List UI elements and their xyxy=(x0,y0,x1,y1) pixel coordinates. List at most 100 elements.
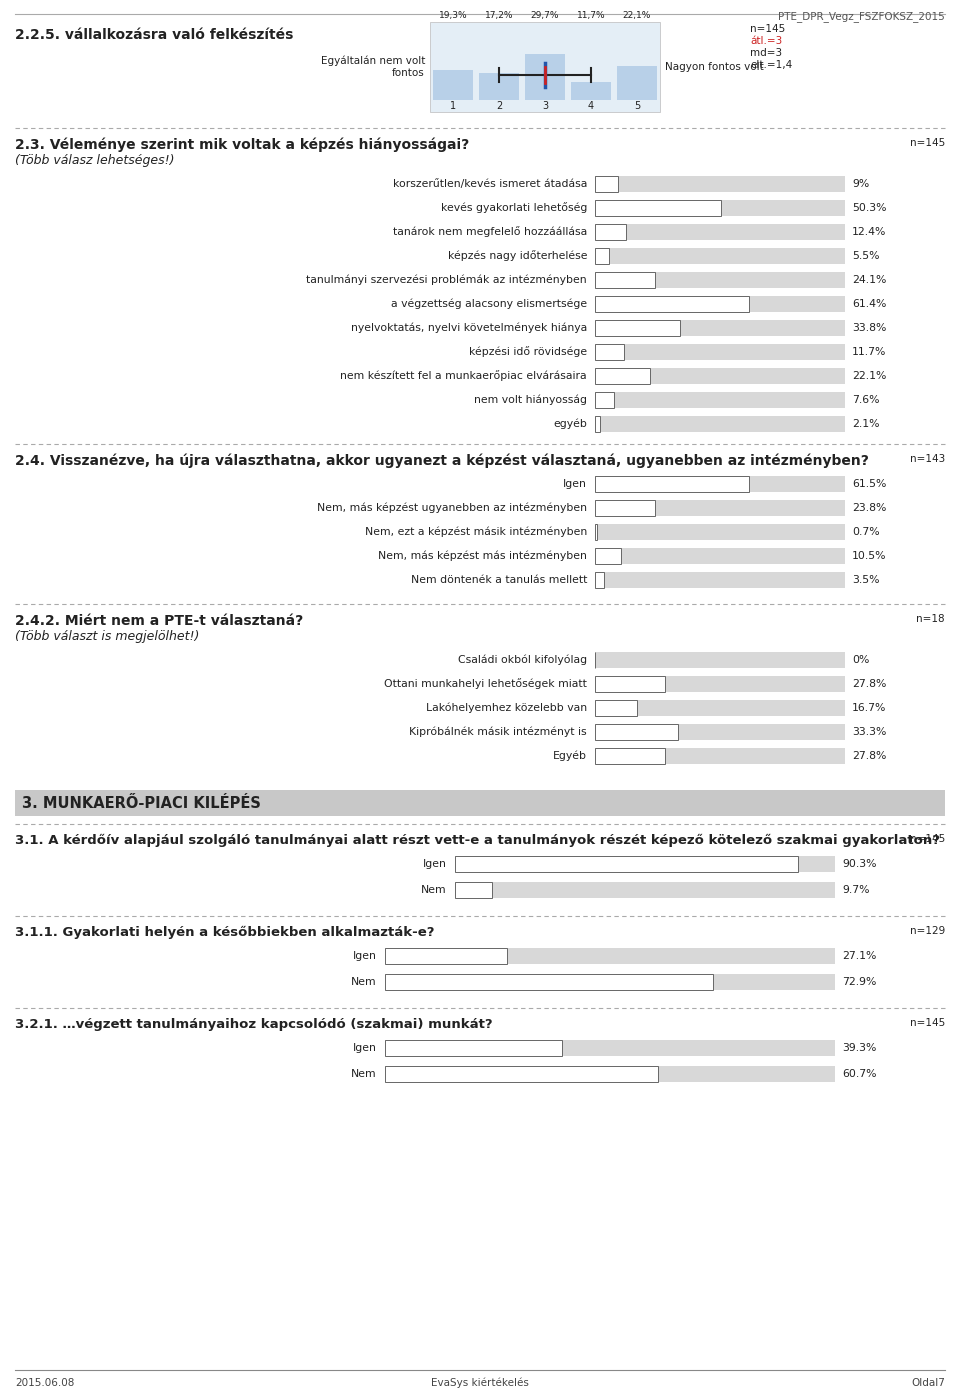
Text: 23.8%: 23.8% xyxy=(852,504,886,513)
Bar xyxy=(595,319,845,336)
Bar xyxy=(385,949,507,964)
Bar xyxy=(595,499,845,516)
Text: 22,1%: 22,1% xyxy=(623,11,651,20)
Text: Igen: Igen xyxy=(564,478,587,490)
Text: 60.7%: 60.7% xyxy=(842,1069,876,1078)
Bar xyxy=(455,857,798,872)
Bar xyxy=(385,1066,835,1083)
Bar xyxy=(595,272,845,287)
Bar xyxy=(595,416,845,432)
Text: Nagyon fontos volt: Nagyon fontos volt xyxy=(665,61,764,73)
Text: Igen: Igen xyxy=(353,951,377,961)
Bar xyxy=(595,248,609,264)
Bar xyxy=(595,748,845,764)
Text: kevés gyakorlati lehetőség: kevés gyakorlati lehetőség xyxy=(441,202,587,213)
Text: (Több válasz lehetséges!): (Több válasz lehetséges!) xyxy=(15,153,175,167)
Bar xyxy=(595,572,604,589)
Text: 0.7%: 0.7% xyxy=(852,527,879,537)
Text: n=143: n=143 xyxy=(910,453,945,465)
Text: 29,7%: 29,7% xyxy=(531,11,560,20)
Bar xyxy=(455,857,835,872)
Text: 11.7%: 11.7% xyxy=(852,347,886,357)
Text: 50.3%: 50.3% xyxy=(852,204,886,213)
Bar xyxy=(595,368,845,384)
Bar xyxy=(595,176,617,193)
Bar xyxy=(595,476,845,492)
Text: Kipróbálnék másik intézményt is: Kipróbálnék másik intézményt is xyxy=(409,727,587,737)
Text: 3.1. A kérdőív alapjául szolgáló tanulmányai alatt részt vett-e a tanulmányok ré: 3.1. A kérdőív alapjául szolgáló tanulmá… xyxy=(15,834,940,847)
Bar xyxy=(595,724,845,739)
Bar xyxy=(595,296,845,312)
Bar xyxy=(595,525,597,540)
Text: 9.7%: 9.7% xyxy=(842,884,870,896)
Text: n=145: n=145 xyxy=(910,1018,945,1028)
Bar xyxy=(595,677,845,692)
Text: 72.9%: 72.9% xyxy=(842,976,876,988)
Text: képzési idő rövidsége: képzési idő rövidsége xyxy=(468,346,587,357)
Text: Ottani munkahelyi lehetőségek miatt: Ottani munkahelyi lehetőségek miatt xyxy=(384,678,587,689)
Bar xyxy=(525,54,565,100)
Text: tanulmányi szervezési problémák az intézményben: tanulmányi szervezési problémák az intéz… xyxy=(306,275,587,285)
Text: Oldal7: Oldal7 xyxy=(911,1378,945,1388)
Text: 90.3%: 90.3% xyxy=(842,859,876,869)
Bar xyxy=(595,525,845,540)
Bar xyxy=(595,476,749,492)
Bar xyxy=(595,199,721,216)
Bar xyxy=(595,700,845,716)
Text: Nem, más képzést ugyanebben az intézményben: Nem, más képzést ugyanebben az intézmény… xyxy=(317,502,587,513)
Text: átl.=3: átl.=3 xyxy=(750,36,782,46)
Text: Nem: Nem xyxy=(351,1069,377,1078)
Bar xyxy=(385,1041,562,1056)
Text: 3.5%: 3.5% xyxy=(852,575,879,585)
Text: 2015.06.08: 2015.06.08 xyxy=(15,1378,74,1388)
Text: 10.5%: 10.5% xyxy=(852,551,886,561)
Text: Igen: Igen xyxy=(423,859,447,869)
Bar xyxy=(455,882,835,898)
Text: 0%: 0% xyxy=(852,656,870,665)
Bar xyxy=(595,416,600,432)
Text: n=145: n=145 xyxy=(910,138,945,148)
Text: 39.3%: 39.3% xyxy=(842,1043,876,1053)
Text: Nem döntenék a tanulás mellett: Nem döntenék a tanulás mellett xyxy=(411,575,587,585)
Bar xyxy=(479,74,519,100)
Bar xyxy=(595,499,655,516)
Bar xyxy=(595,176,845,193)
Text: 17,2%: 17,2% xyxy=(485,11,514,20)
Text: 22.1%: 22.1% xyxy=(852,371,886,381)
Bar xyxy=(385,1041,835,1056)
Text: 61.5%: 61.5% xyxy=(852,478,886,490)
Text: Nem: Nem xyxy=(421,884,447,896)
Text: 5.5%: 5.5% xyxy=(852,251,879,261)
Text: képzés nagy időterhelése: képzés nagy időterhelése xyxy=(447,251,587,261)
Bar xyxy=(595,199,845,216)
Bar xyxy=(385,974,835,990)
Bar xyxy=(595,392,614,407)
Bar xyxy=(595,345,624,360)
Bar xyxy=(595,724,679,739)
Bar xyxy=(385,949,835,964)
Text: (Több választ is megjelölhet!): (Több választ is megjelölhet!) xyxy=(15,631,200,643)
Text: 3.2.1. …végzett tanulmányaihoz kapcsolódó (szakmai) munkát?: 3.2.1. …végzett tanulmányaihoz kapcsolód… xyxy=(15,1018,492,1031)
Text: 12.4%: 12.4% xyxy=(852,227,886,237)
Text: 27.8%: 27.8% xyxy=(852,751,886,762)
Text: 11,7%: 11,7% xyxy=(577,11,606,20)
Text: 4: 4 xyxy=(588,100,594,112)
Bar xyxy=(595,248,845,264)
Text: 3. MUNKAERŐ-PIACI KILÉPÉS: 3. MUNKAERŐ-PIACI KILÉPÉS xyxy=(22,795,261,810)
Bar xyxy=(595,225,626,240)
Bar xyxy=(385,974,713,990)
Bar xyxy=(595,677,664,692)
Bar xyxy=(430,22,660,112)
Bar xyxy=(595,700,636,716)
Bar xyxy=(595,368,650,384)
Text: 27.8%: 27.8% xyxy=(852,679,886,689)
Bar xyxy=(595,392,845,407)
Text: Családi okból kifolyólag: Családi okból kifolyólag xyxy=(458,654,587,665)
Text: Egyáltalán nem volt
fontos: Egyáltalán nem volt fontos xyxy=(321,56,425,78)
Text: 5: 5 xyxy=(634,100,640,112)
Text: 2.2.5. vállalkozásra való felkészítés: 2.2.5. vállalkozásra való felkészítés xyxy=(15,28,294,42)
Bar xyxy=(595,319,680,336)
Bar xyxy=(595,345,845,360)
Bar xyxy=(595,548,621,564)
Text: nyelvoktatás, nyelvi követelmények hiánya: nyelvoktatás, nyelvi követelmények hiány… xyxy=(350,322,587,333)
